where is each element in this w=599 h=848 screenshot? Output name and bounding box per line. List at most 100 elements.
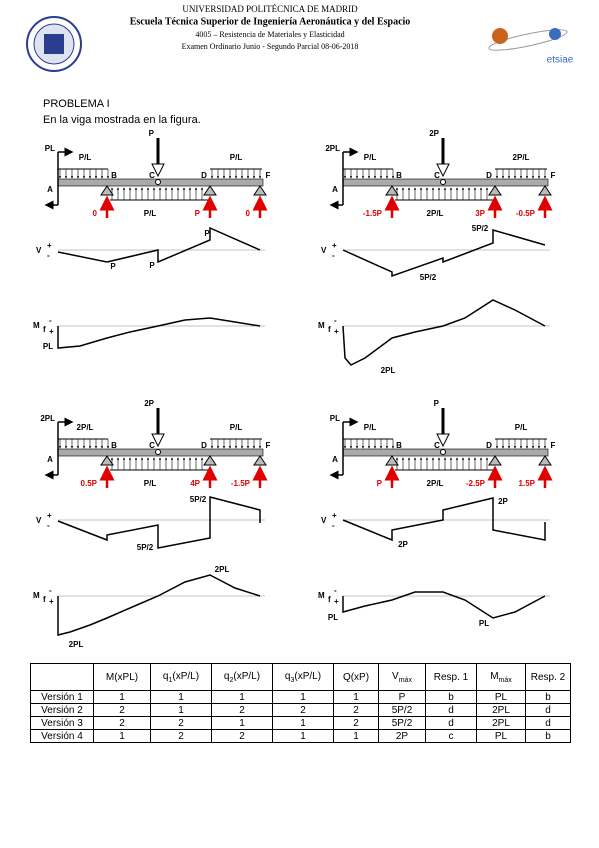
point-label: D [486, 171, 492, 180]
point-label: F [266, 171, 271, 180]
point-label: D [486, 441, 492, 450]
header-text: Resp. 1 [433, 671, 469, 683]
reaction-label: 1.5P [519, 479, 536, 488]
moment-value: PL [328, 613, 338, 622]
shear-label: V [321, 246, 327, 255]
header-text: V [392, 670, 399, 682]
header-cell: Q(xP) [333, 663, 379, 691]
moment-value: 2PL [215, 565, 230, 574]
moment-axis-label: M [318, 591, 325, 600]
table-row: Versión 4 1 2 2 1 1 2P c PL b [30, 729, 571, 743]
shear-diagram [342, 229, 546, 278]
load-label: P/L [144, 479, 157, 488]
reaction-label: -1.5P [231, 479, 251, 488]
header-sub: máx [398, 676, 412, 684]
shear-value: P [149, 261, 155, 270]
table-cell: c [425, 729, 477, 743]
load-label: P/L [515, 423, 528, 432]
sign: - [334, 586, 337, 595]
header-cell: Vmáx [378, 663, 426, 691]
support [100, 455, 114, 466]
table-cell: 2 [93, 716, 151, 730]
reaction-label: 0.5P [81, 479, 98, 488]
hinge [155, 449, 161, 455]
problem-statement: En la viga mostrada en la figura. [43, 114, 201, 126]
table-cell: d [525, 703, 571, 717]
header-text: (xP/L) [294, 670, 322, 682]
point-label: F [551, 441, 556, 450]
table-cell: 1 [93, 729, 151, 743]
support [385, 455, 399, 466]
table-cell: 1 [272, 729, 334, 743]
shear-value: 5P/2 [472, 224, 489, 233]
support [203, 455, 217, 466]
header-sub: máx [498, 676, 512, 684]
table-cell: 2PL [476, 716, 526, 730]
header-sub: 1 [168, 676, 173, 684]
sign: + [49, 597, 54, 606]
table-cell: 1 [333, 729, 379, 743]
header-cell: q3(xP/L) [272, 663, 334, 691]
sign: - [332, 251, 335, 260]
table-cell: 2 [333, 716, 379, 730]
table-cell: 1 [150, 690, 212, 704]
table-cell: 1 [272, 690, 334, 704]
table-cell: 1 [272, 716, 334, 730]
point-load-head [151, 433, 165, 448]
hinge [440, 449, 446, 455]
reaction-label: 0 [246, 209, 251, 218]
header-cell: M(xPL) [93, 663, 151, 691]
shear-value: 2P [498, 497, 508, 506]
header-text: q [284, 670, 291, 682]
point-load-head [436, 433, 450, 448]
point-label: D [201, 441, 207, 450]
sign: - [332, 521, 335, 530]
shear-value: 5P/2 [420, 273, 437, 282]
table-cell: 2 [333, 703, 379, 717]
load-label: P/L [364, 423, 377, 432]
sign: + [334, 327, 339, 336]
moment-value: PL [43, 342, 53, 351]
shear-value: P [110, 262, 116, 271]
moment-axis-sub: f [328, 595, 331, 604]
table-cell: Versión 4 [30, 729, 94, 743]
table-cell: d [425, 716, 477, 730]
header-cell: q1(xP/L) [150, 663, 212, 691]
reaction-label: 4P [190, 479, 200, 488]
load-label: P/L [364, 153, 377, 162]
moment-axis-label: M [318, 321, 325, 330]
table-cell: b [525, 729, 571, 743]
corner-cell [30, 663, 94, 691]
hinge [155, 179, 161, 185]
shear-label: V [321, 516, 327, 525]
table-cell: d [525, 716, 571, 730]
point-label: F [266, 441, 271, 450]
table-cell: 1 [93, 690, 151, 704]
header-text: (xP/L) [172, 670, 200, 682]
table-cell: PL [476, 690, 526, 704]
point-label: B [396, 441, 402, 450]
support [385, 185, 399, 196]
school: Escuela Técnica Superior de Ingeniería A… [130, 16, 411, 27]
moment-axis-sub: f [43, 595, 46, 604]
point-label: F [551, 171, 556, 180]
header-text: q [223, 670, 230, 682]
moment-diagram [342, 299, 546, 366]
table-cell: 1 [150, 703, 212, 717]
reaction-label: 3P [475, 209, 485, 218]
shear-diagram [57, 496, 261, 549]
sign: + [332, 241, 337, 250]
moment-axis-sub: f [43, 325, 46, 334]
answer-table: M(xPL) q1(xP/L) q2(xP/L) q3(xP/L) Q(xP) Vmáx R… [30, 663, 571, 743]
point-label: C [149, 441, 155, 450]
moment-value: 2PL [69, 640, 84, 649]
header-text: Resp. 2 [530, 671, 566, 683]
support [253, 185, 267, 196]
hinge [440, 179, 446, 185]
support [538, 185, 552, 196]
